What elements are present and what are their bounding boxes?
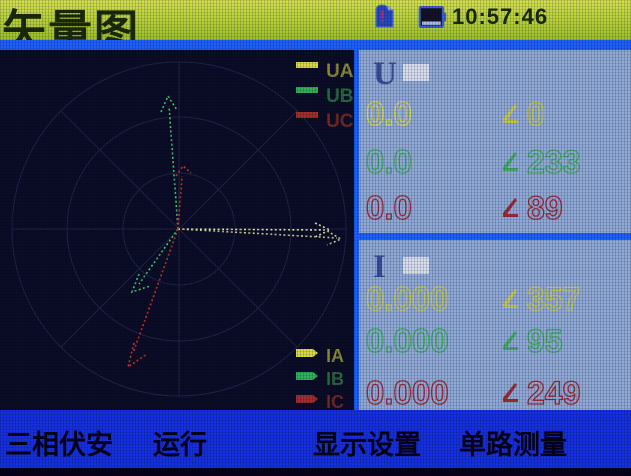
svg-text:IA: IA — [326, 346, 344, 366]
svg-text:IC: IC — [326, 392, 344, 410]
svg-text:UC: UC — [326, 111, 354, 132]
svg-text:IB: IB — [326, 369, 344, 389]
svg-text:UB: UB — [326, 86, 353, 107]
svg-text:UA: UA — [326, 61, 354, 82]
